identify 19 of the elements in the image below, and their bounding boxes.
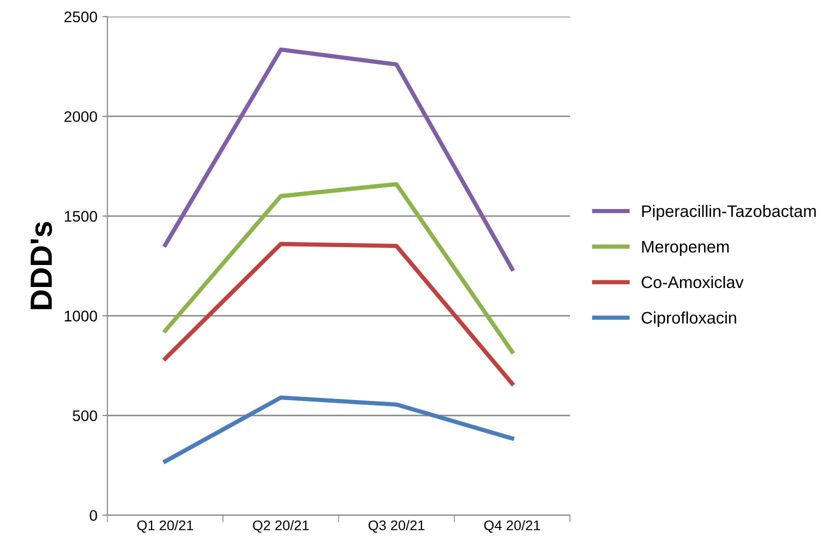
legend-label: Co-Amoxiclav	[642, 276, 744, 288]
x-tick-label: Q4 20/21	[484, 520, 540, 533]
y-tick-label: 500	[72, 410, 98, 422]
legend-label: Piperacillin-Tazobactam	[642, 204, 816, 220]
y-tick-label: 2500	[64, 11, 98, 22]
legend-label: Ciprofloxacin	[642, 311, 736, 327]
x-tick-label: Q2 20/21	[252, 520, 309, 533]
y-axis-title: DDD's	[30, 222, 52, 310]
x-tick-label: Q1 20/21	[137, 520, 194, 533]
line-series	[163, 182, 514, 354]
line-series	[163, 242, 514, 386]
y-tick-label: 2000	[64, 111, 98, 122]
y-tick-label: 1500	[64, 210, 98, 222]
legend-label: Meropenem	[642, 240, 729, 256]
y-tick-label: 0	[90, 510, 98, 521]
line-series	[163, 395, 514, 464]
x-tick-label: Q3 20/21	[368, 520, 424, 533]
line-series	[163, 47, 514, 271]
y-tick-label: 1000	[64, 310, 98, 322]
